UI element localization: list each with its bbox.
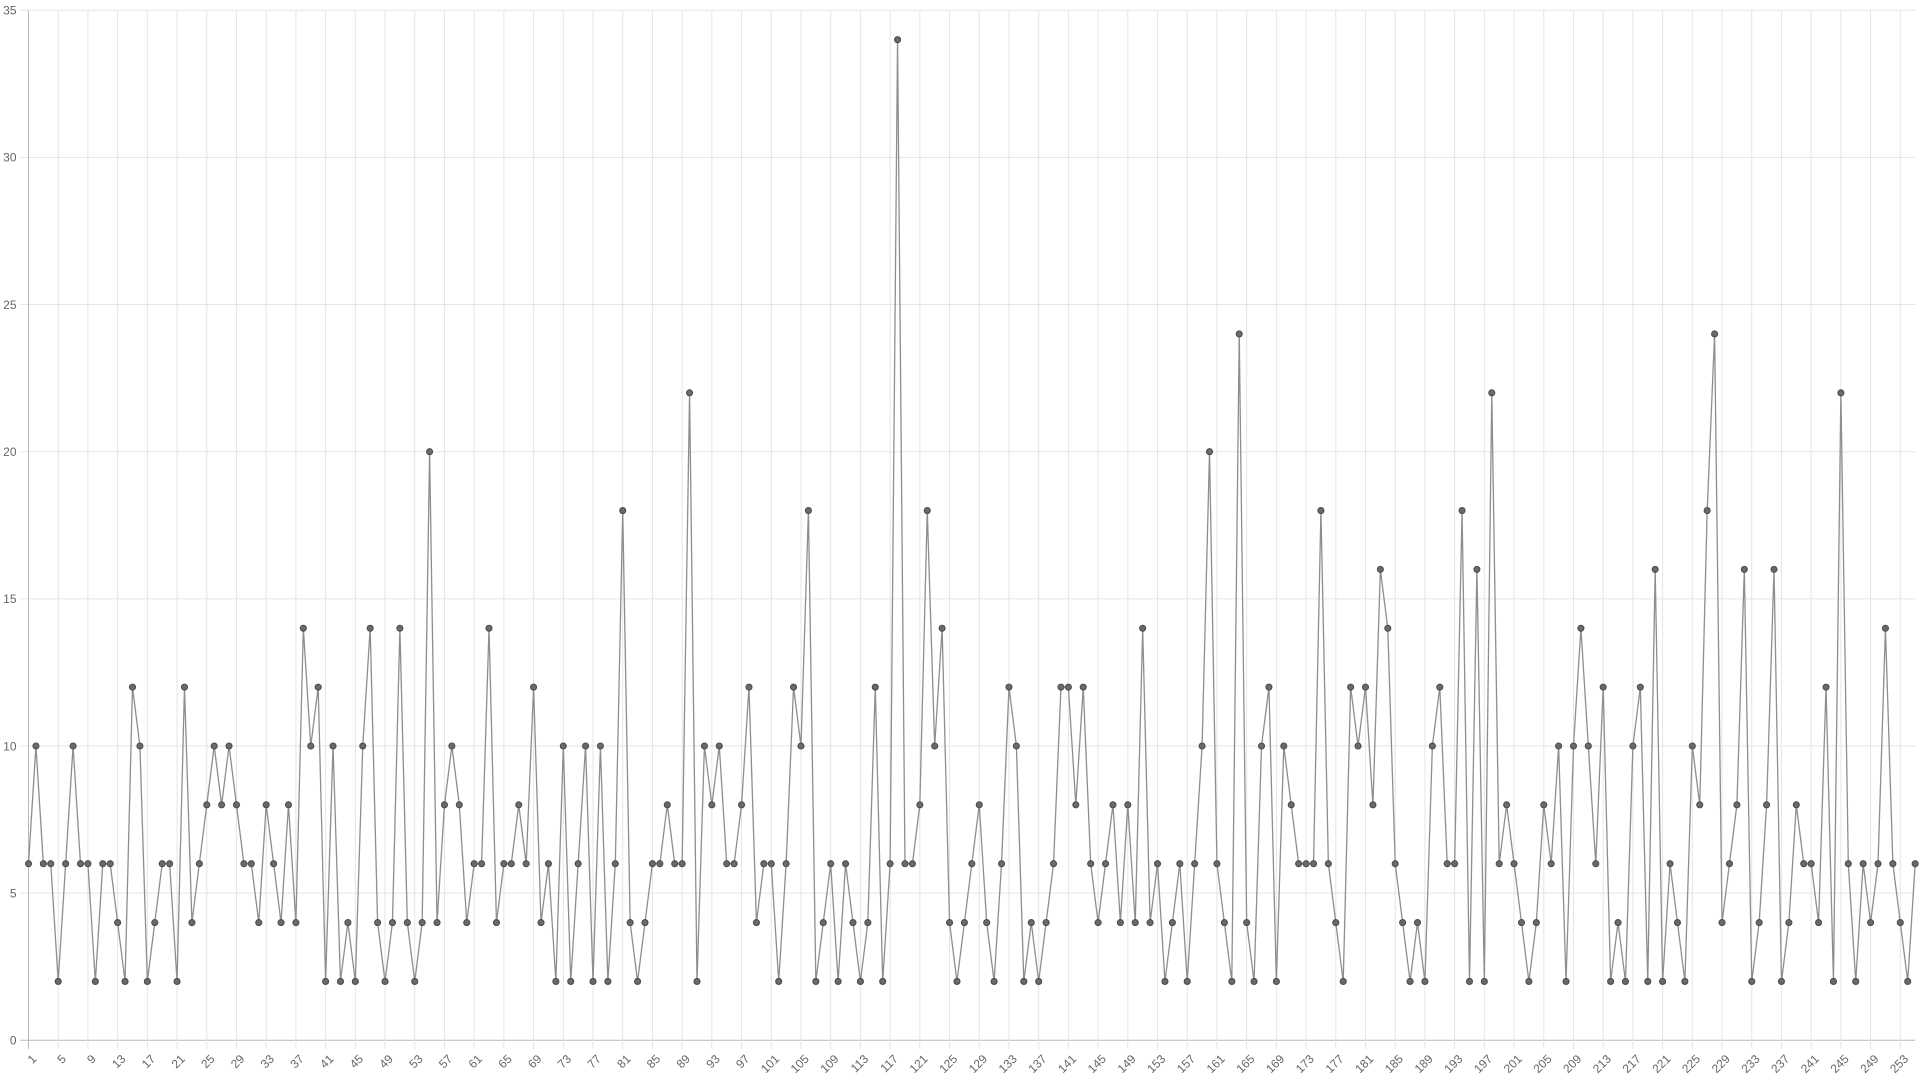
svg-text:15: 15 [3,592,17,606]
svg-text:10: 10 [3,739,17,753]
svg-text:25: 25 [3,298,17,312]
svg-text:0: 0 [10,1034,17,1048]
svg-text:30: 30 [3,151,17,165]
svg-text:5: 5 [10,886,17,900]
svg-text:35: 35 [3,4,17,18]
svg-text:20: 20 [3,445,17,459]
